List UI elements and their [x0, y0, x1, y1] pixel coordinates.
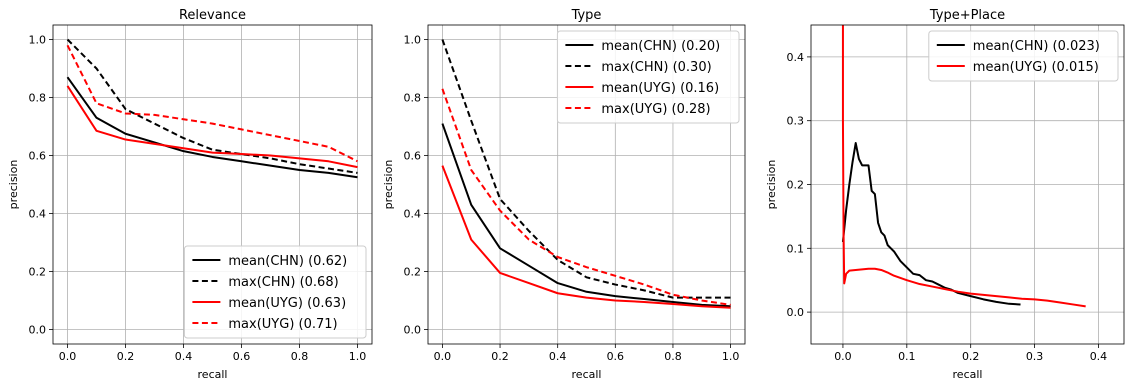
legend-label-1: mean(CHN) (0.20) — [601, 39, 720, 54]
series-line-1 — [441, 123, 731, 308]
y-axis-label: precision — [382, 160, 395, 210]
axes-frame — [52, 24, 373, 345]
chart-title: Type+Place — [929, 8, 1005, 23]
legend-box — [556, 30, 740, 124]
x-tick-label: 0.4 — [1090, 350, 1108, 363]
x-tick-label: 0.6 — [607, 350, 625, 363]
legend-label-4: max(UYG) (0.71) — [228, 317, 337, 332]
x-tick-label: 0.0 — [834, 350, 852, 363]
legend-label-1: mean(CHN) (0.62) — [228, 254, 347, 269]
y-tick-label: 0.6 — [404, 150, 422, 163]
series-line-1 — [841, 142, 1021, 306]
y-tick-label: 0.2 — [787, 179, 805, 192]
x-tick-label: 1.0 — [722, 350, 740, 363]
y-tick-label: 0.2 — [29, 266, 47, 279]
x-tick-label: 0.1 — [898, 350, 916, 363]
y-tick-label: 0.8 — [29, 92, 47, 105]
y-tick-label: 0.4 — [787, 51, 805, 64]
y-tick-label: 0.8 — [404, 92, 422, 105]
series-line-2 — [841, 25, 1086, 308]
y-tick-label: 0.4 — [404, 208, 422, 221]
y-tick-label: 0.2 — [404, 266, 422, 279]
legend-label-1: mean(CHN) (0.023) — [973, 39, 1100, 54]
series-line-4 — [441, 88, 731, 306]
y-axis-label: precision — [7, 160, 20, 210]
plot-area — [441, 39, 731, 309]
y-tick-label: 0.4 — [29, 208, 47, 221]
legend-label-2: max(CHN) (0.68) — [228, 275, 338, 290]
y-tick-label: 0.3 — [787, 115, 805, 128]
legend: mean(CHN) (0.023) mean(UYG) (0.015) — [928, 30, 1119, 82]
x-tick-label: 0.4 — [549, 350, 567, 363]
chart-panel-1: 0.0 0.2 0.4 0.6 0.8 1.0 0.0 0.2 0.4 0.6 0.8 1.0 Rele… — [7, 8, 373, 381]
plot-area — [66, 38, 358, 179]
plot-area — [841, 25, 1086, 308]
series-line-2 — [441, 39, 731, 299]
chart-panel-2: 0.0 0.2 0.4 0.6 0.8 1.0 0.0 0.2 0.4 0.6 0.8 1.0 Type… — [382, 8, 746, 381]
legend: mean(CHN) (0.20) max(CHN) (0.30) mean(UYG)… — [556, 30, 740, 124]
series-line-3 — [441, 165, 731, 309]
y-tick-label: 1.0 — [404, 34, 422, 47]
chart-title: Type — [571, 8, 602, 23]
x-tick-label: 0.2 — [962, 350, 980, 363]
legend: mean(CHN) (0.62) max(CHN) (0.68) mean(UYG)… — [183, 245, 367, 339]
legend-label-2: mean(UYG) (0.015) — [973, 60, 1099, 75]
y-tick-label: 0.6 — [29, 150, 47, 163]
y-tick-label: 1.0 — [29, 34, 47, 47]
x-tick-label: 0.2 — [491, 350, 509, 363]
y-axis-label: precision — [765, 160, 778, 210]
x-tick-label: 0.2 — [117, 350, 135, 363]
x-axis-label: recall — [198, 368, 228, 381]
x-tick-label: 0.0 — [59, 350, 77, 363]
x-tick-label: 1.0 — [349, 350, 367, 363]
legend-box — [183, 245, 367, 339]
x-axis-label: recall — [953, 368, 983, 381]
x-tick-label: 0.3 — [1026, 350, 1044, 363]
series-line-3 — [66, 85, 358, 169]
chart-panel-3: 0.0 0.1 0.2 0.3 0.4 0.0 0.1 0.2 0.3 0.4 Type+Place… — [765, 8, 1125, 381]
y-tick-label: 0.0 — [404, 324, 422, 337]
legend-label-3: mean(UYG) (0.63) — [228, 296, 346, 311]
legend-label-3: mean(UYG) (0.16) — [601, 81, 719, 96]
x-axis-label: recall — [572, 368, 602, 381]
x-tick-label: 0.6 — [233, 350, 251, 363]
series-line-4 — [66, 44, 358, 163]
chart-title: Relevance — [179, 8, 246, 23]
series-line-1 — [66, 76, 358, 179]
y-tick-label: 0.0 — [29, 324, 47, 337]
x-tick-label: 0.8 — [291, 350, 309, 363]
x-tick-label: 0.4 — [175, 350, 193, 363]
x-tick-label: 0.0 — [434, 350, 452, 363]
x-tick-label: 0.8 — [664, 350, 682, 363]
y-tick-label: 0.1 — [787, 242, 805, 255]
legend-label-4: max(UYG) (0.28) — [601, 102, 710, 117]
y-tick-label: 0.0 — [787, 306, 805, 319]
legend-box — [928, 30, 1119, 82]
axes-frame — [427, 24, 746, 345]
legend-label-2: max(CHN) (0.30) — [601, 60, 711, 75]
